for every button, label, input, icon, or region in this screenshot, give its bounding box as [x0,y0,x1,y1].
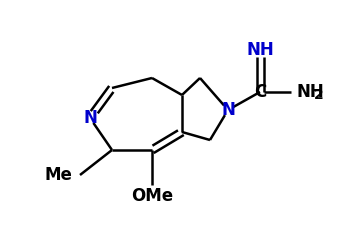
Text: 2: 2 [314,88,324,102]
Text: N: N [221,101,235,119]
Text: Me: Me [44,166,72,184]
Text: N: N [83,109,97,127]
Text: NH: NH [246,41,274,59]
Text: NH: NH [297,83,325,101]
Text: OMe: OMe [131,187,173,205]
Text: C: C [254,83,266,101]
